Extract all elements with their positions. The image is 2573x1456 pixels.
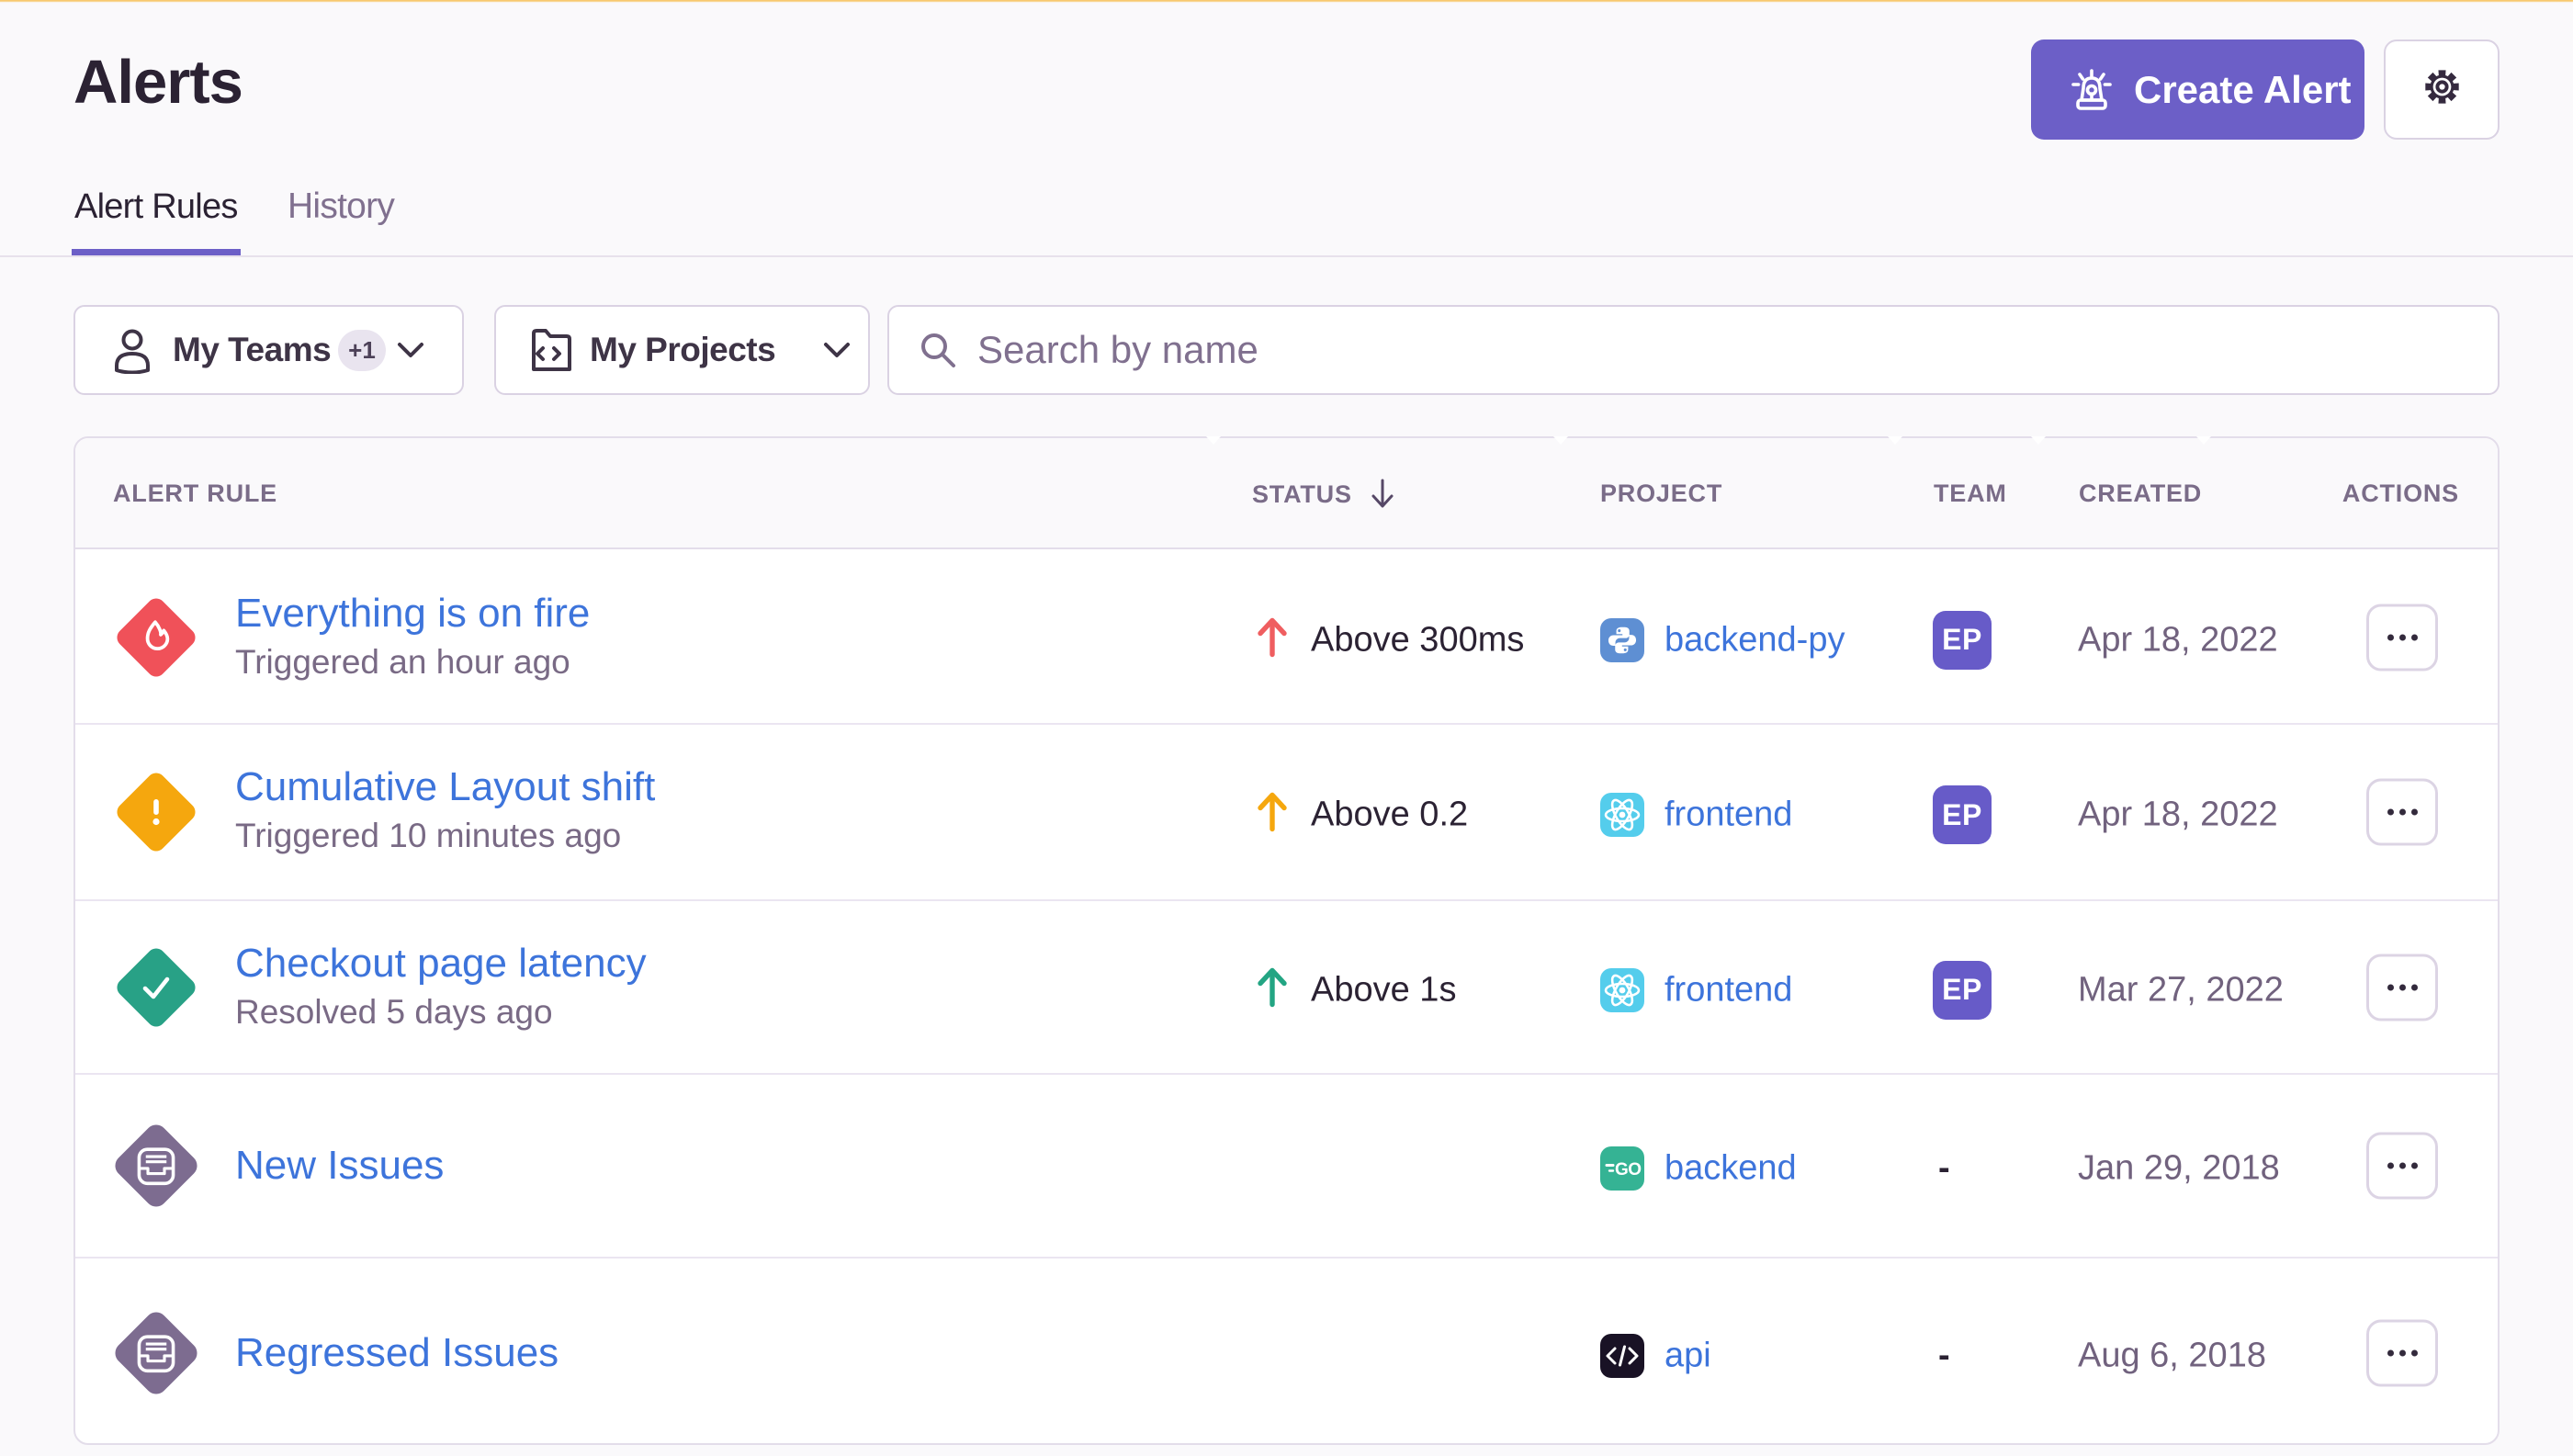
svg-text:GO: GO [1615,1160,1642,1179]
